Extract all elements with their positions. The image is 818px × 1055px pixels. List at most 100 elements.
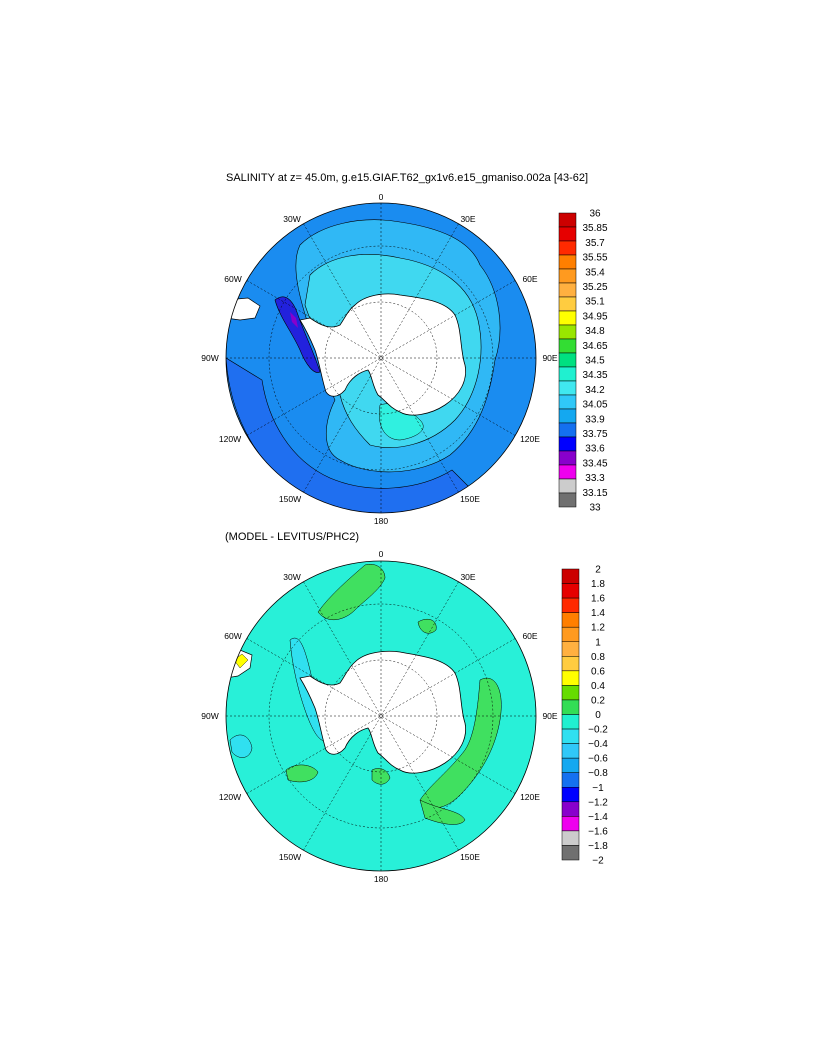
colorbar-swatch [561,714,580,730]
land-antarctica [299,650,467,774]
anomaly-patch-30e [417,619,437,634]
lon-label-90e: 90E [542,711,557,721]
colorbar-tick-label: 35.1 [585,297,605,308]
colorbar-swatch [558,436,577,452]
colorbar-tick-label: 34.5 [585,356,605,367]
colorbar-swatch [558,324,577,340]
anomaly-patch-north-ridge [317,564,386,620]
lon-label-120w: 120W [219,434,241,444]
colorbar-swatch [558,338,577,354]
colorbar-tick-label: −1 [592,783,604,794]
colorbar-swatch [558,240,577,256]
colorbar-tick-label: 35.55 [582,253,607,264]
colorbar-tick-label: 2 [595,565,601,576]
anomaly-patch-negative-south [229,734,253,758]
colorbar-swatch [558,212,577,228]
anomaly-patch-west [285,764,319,783]
colorbar-tick-label: −0.4 [588,739,608,750]
colorbar-swatch [561,656,580,672]
colorbar-tick-label: 1.6 [591,594,605,605]
lon-label-30e: 30E [460,572,475,582]
colorbar-swatch [561,568,580,584]
colorbar-tick-label: 35.25 [582,282,607,293]
colorbar-swatch [558,226,577,242]
lon-label-120e: 120E [520,792,540,802]
salinity-purple-patch [290,312,298,328]
colorbar-swatch [561,626,580,643]
colorbar-tick-label: 33.15 [582,488,607,499]
colorbar-tick-label: 34.05 [582,400,607,411]
colorbar-swatch [561,743,580,759]
lon-label-150e: 150E [460,852,480,862]
lon-label-30e: 30E [460,214,475,224]
colorbar-swatch [558,268,577,284]
colorbar-swatch [561,583,580,599]
colorbar-swatch [561,757,580,773]
salinity-low-peninsula [274,296,321,373]
colorbar-swatch [558,394,577,410]
colorbar-tick-label: 1 [595,637,601,648]
colorbar-tick-label: 35.7 [585,238,605,249]
colorbar-swatch [558,310,577,326]
colorbar-swatch [558,450,577,466]
salinity-colorbar: 36 35.85 35.7 35.55 35.4 35.25 35.1 34.95 34.8 34… [558,209,608,514]
graticule [226,561,536,871]
lon-label-180: 180 [374,516,388,526]
colorbar-tick-label: 35.85 [582,223,607,234]
colorbar-swatch [561,845,580,861]
colorbar-swatch [561,641,580,657]
colorbar-tick-label: −1.6 [588,826,608,837]
colorbar-swatch [561,612,580,628]
colorbar-swatch [561,830,580,846]
lon-label-60w: 60W [224,631,241,641]
salinity-map: 0 30E 60E 90E 120E 150E 180 150W 120W 90… [201,192,608,526]
anomaly-patch-east-arc [419,678,502,808]
map-border [225,560,537,872]
colorbar-swatch [558,492,577,508]
colorbar-swatch [561,670,580,686]
lon-label-90w: 90W [201,711,218,721]
lon-label-180: 180 [374,874,388,884]
lon-label-150w: 150W [279,852,301,862]
lon-label-120w: 120W [219,792,241,802]
colorbar-tick-label: 1.4 [591,608,605,619]
map-border [225,202,537,514]
colorbar-tick-label: 0 [595,710,601,721]
colorbar-tick-label: 0.8 [591,652,605,663]
anomaly-patch-ross [371,768,391,785]
colorbar-tick-label: −1.4 [588,812,608,823]
colorbar-tick-label: −0.2 [588,725,608,736]
colorbar-swatch [558,408,577,424]
map-title-salinity: SALINITY at z= 45.0m, g.e15.GIAF.T62_gx1… [226,172,589,184]
colorbar-swatch [561,597,580,613]
colorbar-tick-label: 34.2 [585,385,605,396]
colorbar-swatch [561,728,580,744]
colorbar-tick-label: 34.8 [585,326,605,337]
colorbar-tick-label: 33.75 [582,429,607,440]
colorbar-swatch [561,801,580,817]
difference-colorbar: 2 1.8 1.6 1.4 1.2 1 0.8 0.6 0.4 0.2 0 −0.2 −0.4 −0.6 −… [561,565,608,867]
colorbar-tick-label: 34.65 [582,341,607,352]
colorbar-swatch [558,422,577,438]
colorbar-tick-label: −0.8 [588,768,608,779]
colorbar-tick-label: 33.6 [585,444,605,455]
colorbar-tick-label: 0.2 [591,695,605,706]
colorbar-tick-label: 36 [589,209,601,220]
colorbar-swatch [561,699,580,715]
lon-label-30w: 30W [283,214,300,224]
colorbar-tick-label: 0.6 [591,666,605,677]
colorbar-swatch [561,787,580,803]
colorbar-swatch [558,352,577,368]
map-title-difference: (MODEL - LEVITUS/PHC2) [225,531,360,543]
colorbar-tick-label: −0.6 [588,754,608,765]
lon-label-60w: 60W [224,274,241,284]
colorbar-tick-label: 35.4 [585,267,605,278]
colorbar-tick-label: 0.4 [591,681,605,692]
lon-label-30w: 30W [283,572,300,582]
lon-label-60e: 60E [522,631,537,641]
colorbar-swatch [561,685,580,701]
colorbar-tick-label: −1.8 [588,841,608,852]
colorbar-tick-label: −1.2 [588,797,608,808]
lon-label-150w: 150W [279,494,301,504]
colorbar-tick-label: 33.9 [585,414,605,425]
